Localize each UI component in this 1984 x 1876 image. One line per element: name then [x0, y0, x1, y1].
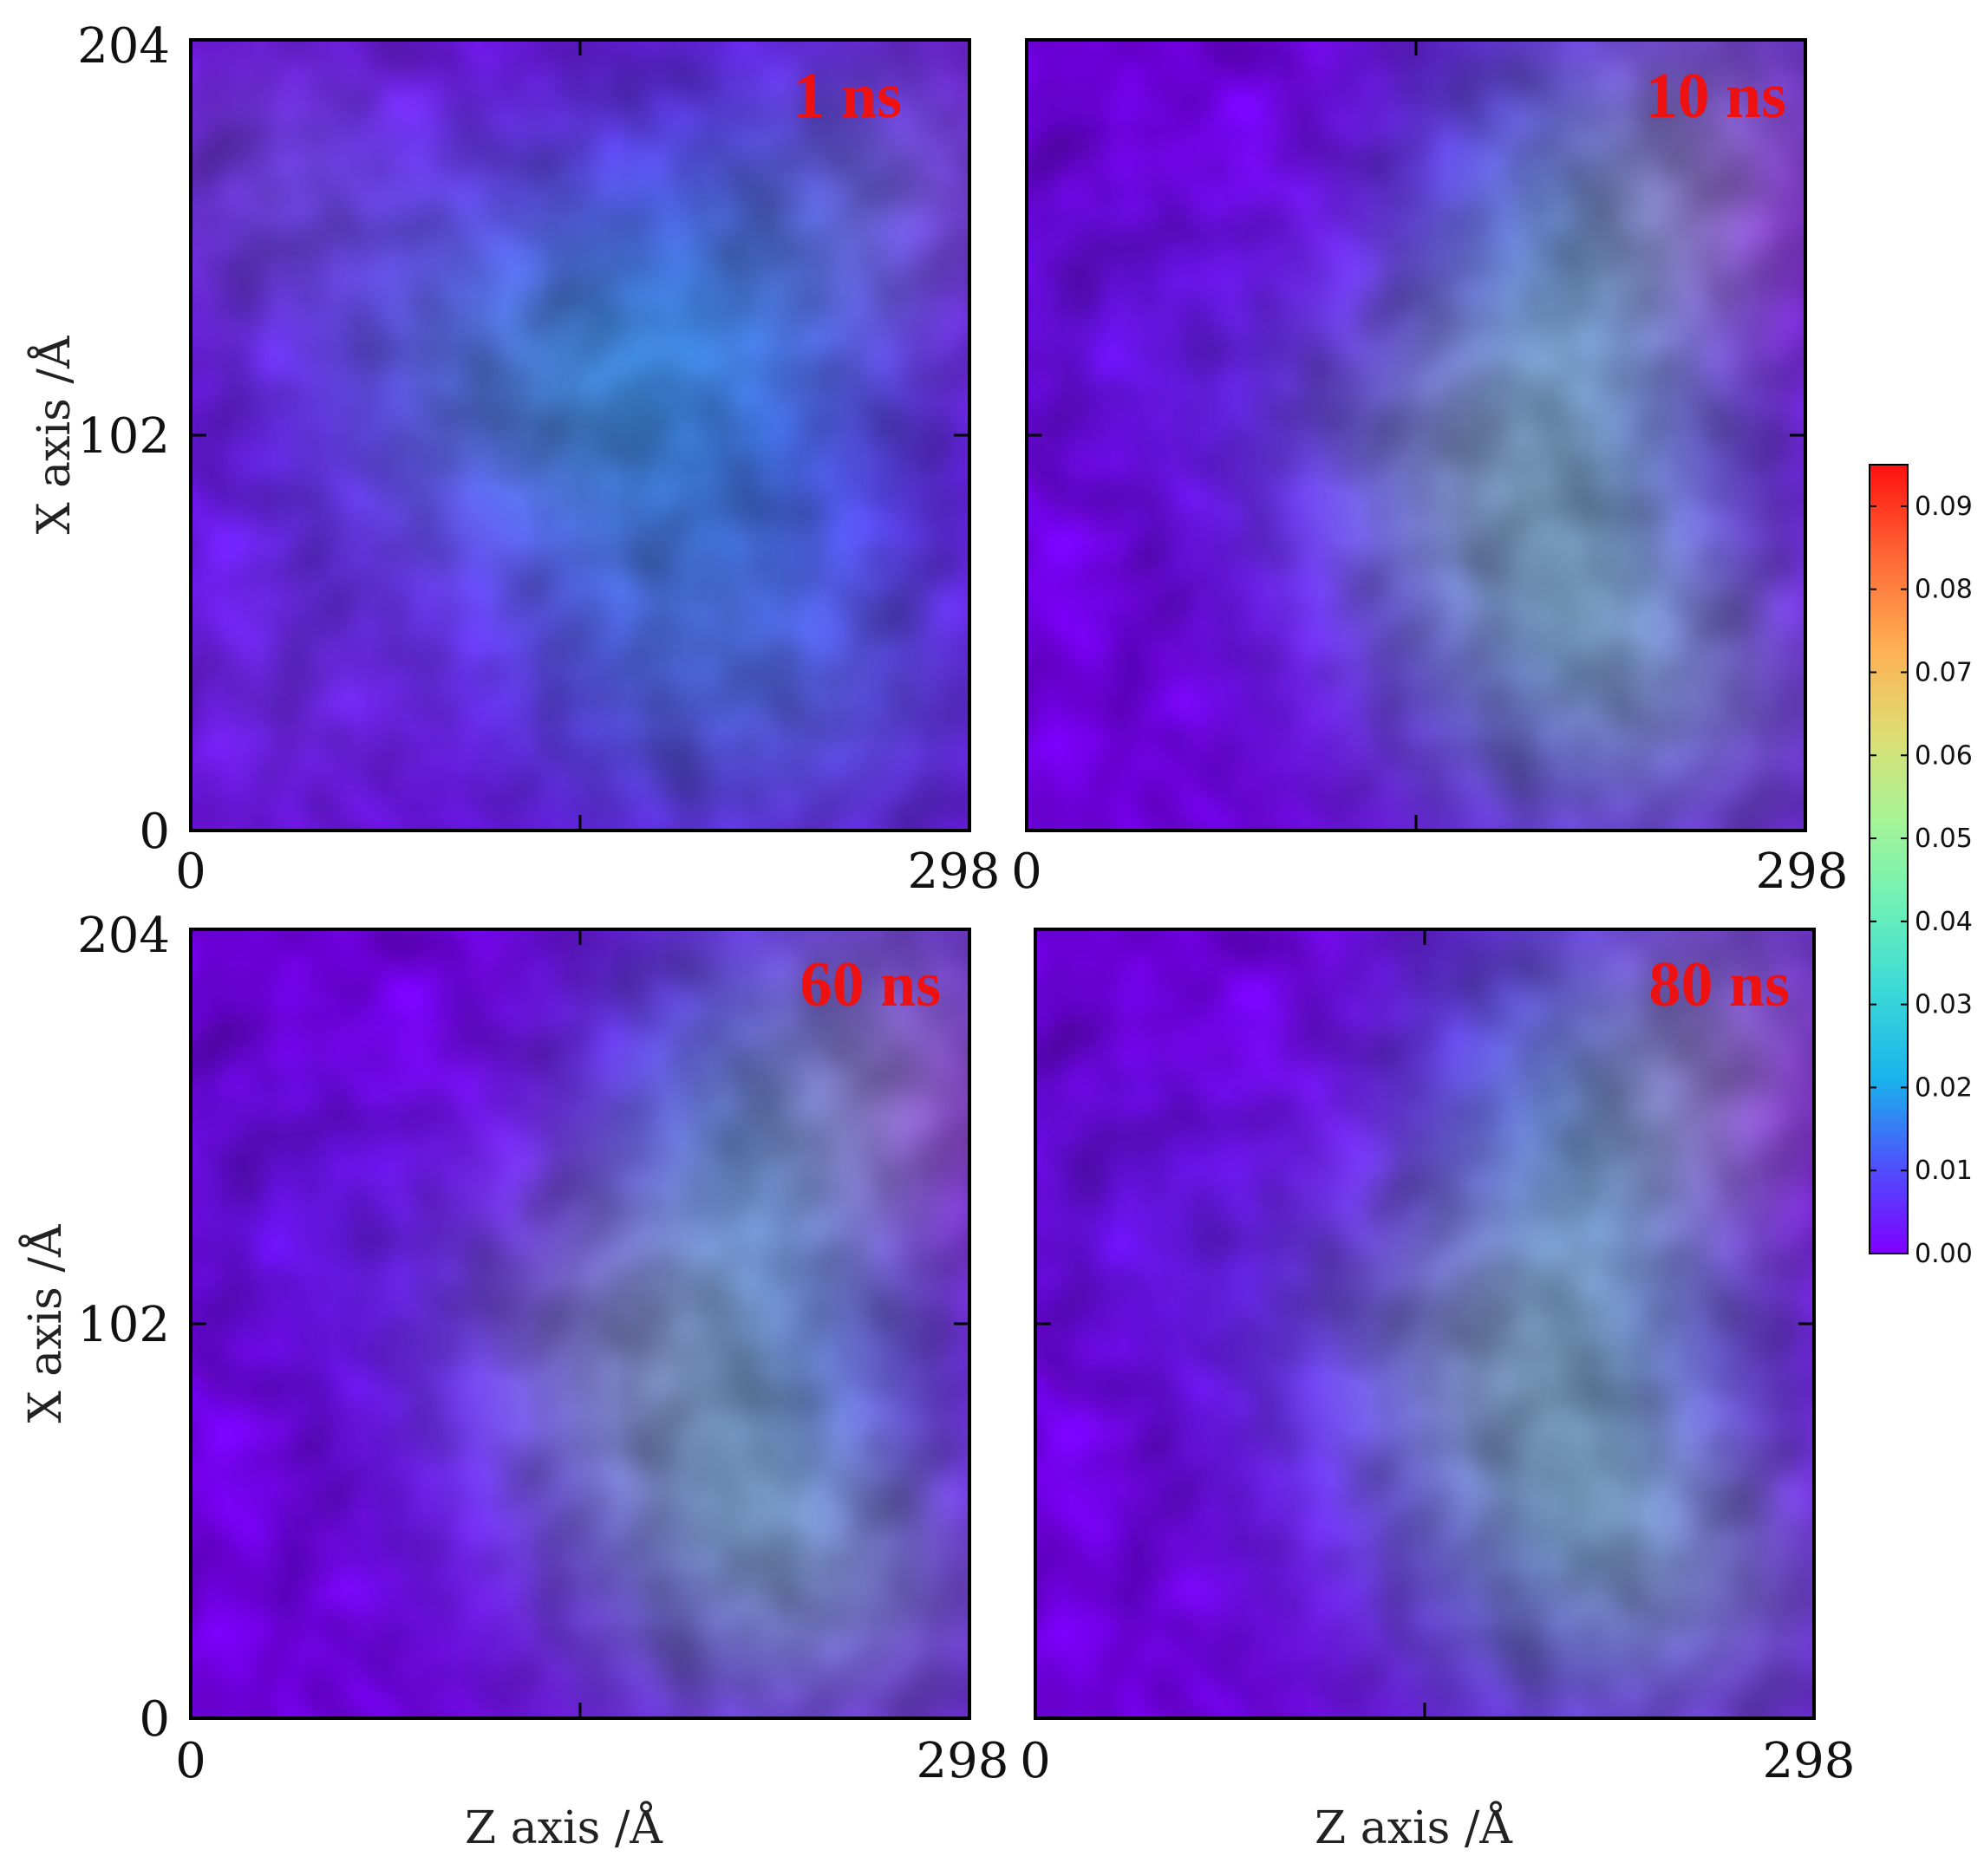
colorbar-ticks: 0.00 0.01 0.02 0.03 0.04 0.05 0.06 0.07 0.08 0.09	[1870, 492, 1973, 1269]
y-axis-title: X axis /Å	[18, 1223, 72, 1423]
x-tick-label: 298	[1756, 844, 1849, 900]
panel-label: 10 ns	[1646, 61, 1786, 132]
heatmap-80ns	[1035, 929, 1814, 1718]
x-tick-label: 298	[908, 844, 1001, 900]
x-tick-label: 0	[1011, 844, 1042, 900]
y-tick-label: 102	[77, 1297, 170, 1353]
colorbar-tick-label: 0.04	[1915, 907, 1973, 937]
panel-60ns: 60 ns 204 102 0 0 298 X axis /Å Z axis /…	[18, 908, 1009, 1854]
x-axis-title: Z axis /Å	[465, 1801, 663, 1854]
colorbar-tick-label: 0.02	[1915, 1072, 1973, 1103]
y-tick-label: 102	[77, 408, 170, 465]
heatmap-60ns	[191, 929, 969, 1718]
panel-80ns: 80 ns 0 298 Z axis /Å	[1020, 928, 1856, 1854]
colorbar-tick-label: 0.08	[1915, 575, 1973, 605]
colorbar-tick-label: 0.01	[1915, 1156, 1973, 1186]
y-tick-label: 204	[77, 18, 170, 75]
x-tick-label: 0	[175, 844, 206, 900]
colorbar: 0.00 0.01 0.02 0.03 0.04 0.05 0.06 0.07 0.08 0.09	[1869, 464, 1973, 1269]
y-tick-label: 204	[77, 908, 170, 964]
panel-label: 80 ns	[1649, 949, 1790, 1020]
panel-1ns: 1 ns 204 102 0 0 298 X axis /Å	[27, 18, 1000, 900]
heatmap-1ns	[191, 40, 969, 831]
heatmap-10ns	[1027, 40, 1805, 831]
x-axis-title: Z axis /Å	[1315, 1801, 1513, 1854]
colorbar-gradient	[1870, 465, 1908, 1254]
x-tick-label: 0	[175, 1733, 206, 1789]
colorbar-tick-label: 0.03	[1915, 990, 1973, 1020]
colorbar-tick-label: 0.00	[1915, 1239, 1973, 1269]
x-tick-label: 0	[1020, 1733, 1051, 1789]
panel-10ns: 10 ns 0 298	[1011, 38, 1849, 900]
colorbar-frame	[1869, 464, 1909, 1254]
panel-label: 1 ns	[793, 61, 902, 132]
x-tick-label: 298	[1763, 1733, 1856, 1789]
colorbar-tick-label: 0.05	[1915, 824, 1973, 854]
panel-label: 60 ns	[800, 949, 941, 1020]
x-tick-label: 298	[917, 1733, 1009, 1789]
y-tick-label: 0	[139, 804, 170, 860]
colorbar-tick-label: 0.09	[1915, 492, 1973, 522]
colorbar-tick-label: 0.07	[1915, 657, 1973, 687]
y-axis-title: X axis /Å	[27, 335, 81, 534]
y-tick-label: 0	[139, 1691, 170, 1748]
colorbar-tick-label: 0.06	[1915, 740, 1973, 771]
